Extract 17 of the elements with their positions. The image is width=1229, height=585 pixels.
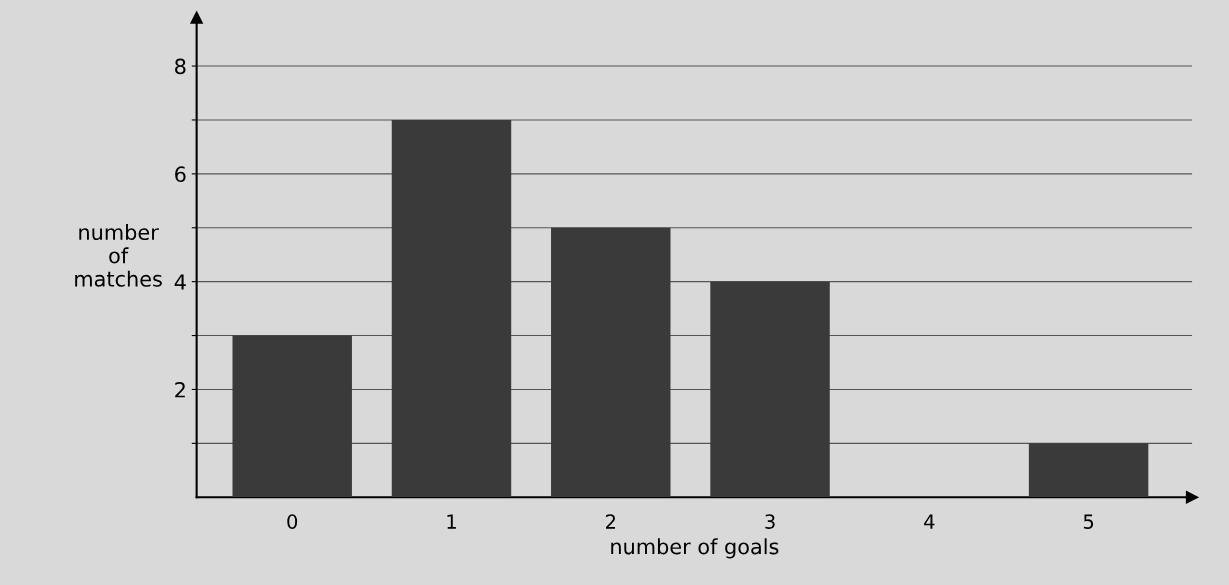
x-tick-label: 3 — [765, 514, 775, 529]
y-tick-label: 4 — [174, 274, 186, 290]
bar — [232, 335, 352, 498]
bar — [551, 227, 671, 498]
x-tick-label: 4 — [924, 514, 935, 529]
bar — [1028, 443, 1149, 498]
x-tick-label: 5 — [1083, 514, 1094, 529]
y-tick-label: 8 — [175, 58, 186, 75]
x-axis-title: number of goals — [611, 538, 779, 559]
bar — [710, 281, 830, 498]
y-tick-label: 2 — [175, 381, 185, 398]
x-tick-label: 1 — [447, 514, 456, 529]
y-tick-label: 6 — [175, 166, 186, 183]
bar — [391, 119, 512, 498]
x-tick-label: 0 — [287, 514, 298, 529]
y-axis-title: number of matches — [75, 223, 162, 287]
x-tick-label: 2 — [606, 514, 615, 529]
